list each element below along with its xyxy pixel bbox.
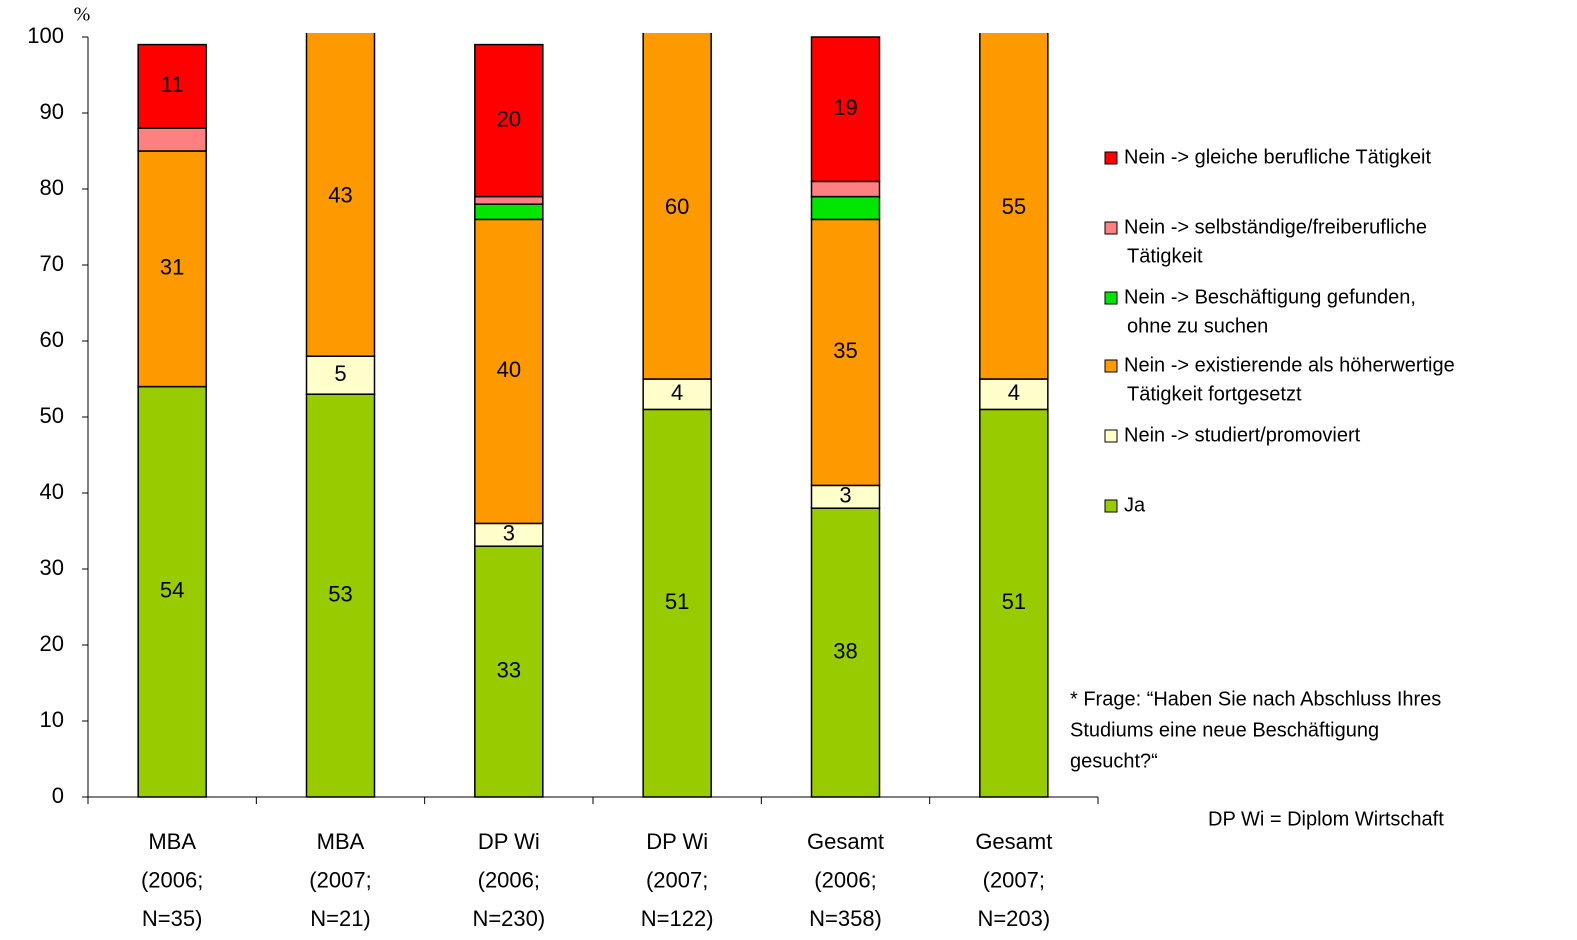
legend-swatch (1104, 221, 1118, 235)
note: gesucht?“ (1070, 750, 1158, 772)
footnote: DP Wi = Diplom Wirtschaft (1208, 808, 1444, 830)
x-tick-label: Gesamt (975, 829, 1052, 854)
bar-segment (305, 33, 376, 357)
note: * Frage: “Haben Sie nach Abschluss Ihres (1070, 688, 1441, 710)
y-tick-label: 60 (40, 327, 64, 352)
bar-segment (979, 33, 1049, 380)
y-tick-label: 20 (40, 631, 64, 656)
bar-segment (137, 150, 207, 388)
data-label: 19 (833, 95, 857, 120)
y-tick-label: 100 (27, 23, 64, 48)
x-tick-label: N=122) (641, 906, 714, 931)
data-label: 3 (503, 521, 515, 546)
y-tick-label: 40 (40, 479, 64, 504)
legend-label: Nein -> gleiche berufliche Tätigkeit (1124, 146, 1431, 168)
legend-label: Nein -> existierende als höherwertige (1124, 354, 1455, 376)
bar-segment (642, 33, 712, 380)
legend-swatch (1104, 499, 1118, 513)
data-label: 11 (161, 72, 184, 97)
bar-segment (810, 180, 881, 198)
y-tick-label: 80 (40, 175, 64, 200)
y-unit: % (74, 4, 91, 26)
data-label: 35 (833, 338, 857, 363)
data-label: 60 (665, 194, 689, 219)
legend-swatch (1104, 151, 1118, 165)
bar-segment (137, 127, 207, 152)
x-tick-label: (2007; (309, 867, 371, 892)
x-tick-label: MBA (148, 829, 196, 854)
x-tick-label: (2007; (983, 867, 1045, 892)
y-tick-label: 0 (52, 783, 64, 808)
data-label: 5 (334, 361, 346, 386)
bar-segment (474, 545, 544, 798)
data-label: 40 (497, 357, 521, 382)
data-label: 31 (160, 255, 184, 280)
legend-swatch (1104, 429, 1118, 443)
bar-segment (474, 43, 544, 198)
legend-label: Ja (1124, 494, 1146, 516)
data-label: 33 (497, 657, 521, 682)
bar-segment (474, 218, 544, 525)
y-tick-label: 30 (40, 555, 64, 580)
x-tick-label: DP Wi (646, 829, 708, 854)
x-tick-label: (2006; (141, 867, 203, 892)
x-tick-label: N=230) (472, 906, 545, 931)
bar-segment (137, 43, 207, 129)
bar-segment (305, 393, 376, 798)
x-tick-label: DP Wi (478, 829, 540, 854)
legend-swatch (1104, 291, 1118, 305)
data-label: 54 (160, 578, 184, 603)
y-tick-label: 70 (40, 251, 64, 276)
bar-segment (474, 203, 544, 221)
bar-segment (642, 378, 712, 411)
legend-swatch (1104, 359, 1118, 373)
y-tick-label: 50 (40, 403, 64, 428)
data-label: 43 (328, 182, 352, 207)
legend-label: Tätigkeit (1127, 245, 1203, 267)
data-label: 55 (1002, 194, 1026, 219)
x-tick-label: Gesamt (807, 829, 884, 854)
bar-segment (810, 507, 881, 798)
x-tick-label: (2006; (478, 867, 540, 892)
legend-label: ohne zu suchen (1127, 315, 1268, 337)
y-tick-label: 90 (40, 99, 64, 124)
legend-label: Nein -> Beschäftigung gefunden, (1124, 286, 1416, 308)
x-tick-label: (2007; (646, 867, 708, 892)
y-tick-label: 10 (40, 707, 64, 732)
x-tick-label: N=35) (142, 906, 203, 931)
data-label: 51 (1002, 589, 1026, 614)
bar-segment (810, 195, 881, 221)
note: Studiums eine neue Beschäftigung (1070, 719, 1379, 741)
data-label: 20 (497, 106, 521, 131)
x-tick-label: MBA (317, 829, 365, 854)
data-label: 51 (665, 589, 689, 614)
bar-segment (474, 195, 544, 205)
legend-label: Nein -> selbständige/freiberufliche (1124, 216, 1427, 238)
data-label: 53 (328, 581, 352, 606)
bar-segment (137, 385, 207, 798)
x-tick-label: N=203) (977, 906, 1050, 931)
bar-segment (810, 218, 881, 487)
bar-segment (810, 36, 881, 183)
legend-label: Nein -> studiert/promoviert (1124, 424, 1361, 446)
x-tick-label: N=21) (310, 906, 371, 931)
data-label: 3 (839, 483, 851, 508)
bar-segment (305, 355, 376, 395)
data-label: 4 (671, 380, 683, 405)
data-label: 38 (833, 638, 857, 663)
x-tick-label: N=358) (809, 906, 882, 931)
data-label: 4 (1008, 380, 1020, 405)
x-tick-label: (2006; (814, 867, 876, 892)
legend-label: Tätigkeit fortgesetzt (1127, 383, 1302, 405)
